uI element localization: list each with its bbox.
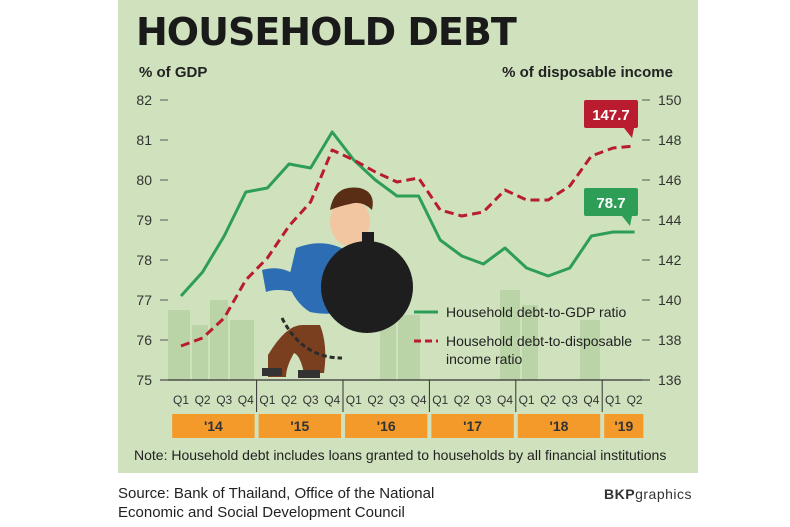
x-tick-label: Q4 [411, 393, 427, 407]
source-text: Source: Bank of Thailand, Office of the … [118, 485, 435, 521]
legend-label-income-line1: Household debt-to-disposable [446, 333, 632, 349]
x-tick-label: Q4 [324, 393, 340, 407]
legend: Household debt-to-GDP ratio Household de… [414, 304, 632, 367]
year-box [172, 414, 255, 438]
left-axis-unit: % of GDP [139, 64, 208, 81]
x-tick-label: Q2 [195, 393, 211, 407]
brand-logo: BKPgraphics [604, 486, 692, 502]
y-left-tick-label: 78 [136, 252, 152, 268]
callout-gdp: 78.7 [584, 188, 638, 226]
callout-gdp-value: 78.7 [596, 195, 625, 212]
page-title: HOUSEHOLD DEBT [136, 10, 517, 54]
legend-label-income-line2: income ratio [446, 351, 522, 367]
x-tick-label: Q1 [605, 393, 621, 407]
year-box [517, 414, 601, 438]
year-label: '19 [614, 418, 633, 434]
x-tick-label: Q2 [627, 393, 643, 407]
x-tick-label: Q3 [216, 393, 232, 407]
series-layer [179, 130, 635, 348]
y-right-tick-label: 136 [658, 372, 682, 388]
y-right-tick-label: 142 [658, 252, 682, 268]
y-left-tick-label: 79 [136, 212, 152, 228]
x-tick-label: Q1 [173, 393, 189, 407]
x-tick-label: Q2 [454, 393, 470, 407]
series-line-gdp [179, 130, 635, 298]
y-left-tick-label: 77 [136, 292, 152, 308]
axes: 75 76 77 78 79 80 81 82 136 138 140 142 144 146 148 150… [136, 92, 682, 412]
y-left-tick-label: 76 [136, 332, 152, 348]
year-box [604, 414, 644, 438]
x-tick-label: Q1 [519, 393, 535, 407]
callout-income: 147.7 [584, 100, 638, 138]
year-label: '18 [550, 418, 569, 434]
legend-label-gdp: Household debt-to-GDP ratio [446, 304, 626, 320]
x-tick-label: Q4 [238, 393, 254, 407]
y-left-tick-label: 75 [136, 372, 152, 388]
x-tick-label: Q3 [389, 393, 405, 407]
x-tick-label: Q3 [562, 393, 578, 407]
right-axis-unit: % of disposable income [502, 64, 673, 81]
y-right-tick-label: 146 [658, 172, 682, 188]
y-right-tick-label: 144 [658, 212, 682, 228]
y-left-tick-label: 82 [136, 92, 152, 108]
chart-panel [118, 0, 698, 473]
y-right-tick-label: 138 [658, 332, 682, 348]
x-tick-label: Q2 [367, 393, 383, 407]
year-box [258, 414, 341, 438]
callout-income-value: 147.7 [592, 107, 630, 124]
debtor-illustration [262, 187, 413, 378]
y-right-tick-label: 150 [658, 92, 682, 108]
year-label: '17 [463, 418, 482, 434]
x-tick-label: Q1 [259, 393, 275, 407]
year-label: '14 [204, 418, 223, 434]
x-tick-label: Q1 [432, 393, 448, 407]
year-box [345, 414, 428, 438]
x-tick-label: Q4 [497, 393, 513, 407]
year-box [431, 414, 514, 438]
y-left-tick-label: 81 [136, 132, 152, 148]
chart-note: Note: Household debt includes loans gran… [134, 447, 667, 463]
y-left-tick-label: 80 [136, 172, 152, 188]
year-label: '16 [377, 418, 396, 434]
year-boxes: '14 '15 '16 '17 '18 '19 [172, 414, 644, 438]
x-tick-label: Q1 [346, 393, 362, 407]
x-tick-label: Q4 [583, 393, 599, 407]
x-tick-label: Q2 [281, 393, 297, 407]
x-tick-label: Q2 [540, 393, 556, 407]
x-tick-label: Q3 [475, 393, 491, 407]
series-line-income [180, 144, 635, 348]
y-right-tick-label: 148 [658, 132, 682, 148]
year-label: '15 [290, 418, 309, 434]
y-right-tick-label: 140 [658, 292, 682, 308]
x-tick-label: Q3 [303, 393, 319, 407]
